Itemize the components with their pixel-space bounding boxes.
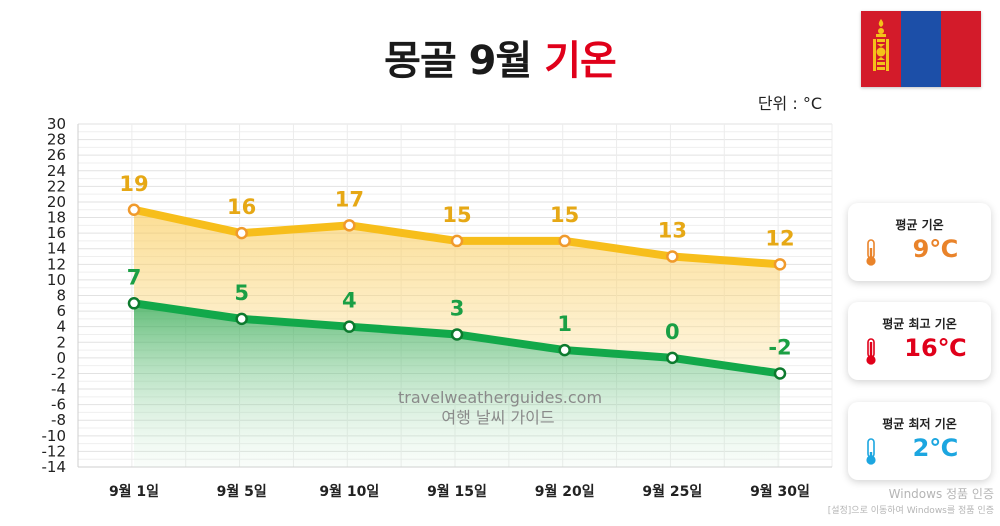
avg-temp-label: 평균 기온 — [895, 218, 944, 232]
low-data-label: 3 — [450, 296, 465, 320]
low-point — [343, 320, 356, 333]
low-data-label: -2 — [768, 335, 791, 359]
y-tick-label: 26 — [47, 146, 66, 164]
y-tick-label: 6 — [56, 302, 66, 320]
low-point — [127, 297, 141, 310]
low-point — [773, 367, 787, 380]
y-tick-label: -6 — [51, 396, 66, 414]
low-point — [558, 343, 571, 357]
low-data-label: 0 — [665, 320, 680, 344]
high-data-label: 13 — [658, 219, 687, 243]
avg-low-card: 평균 최저 기온 2℃ — [848, 402, 991, 480]
avg-temp-card: 평균 기온 9℃ — [848, 203, 991, 281]
y-tick-label: 0 — [56, 349, 66, 367]
windows-notice-title: Windows 정품 인증 — [888, 487, 994, 501]
thermometer-high-icon — [864, 338, 878, 370]
high-data-label: 12 — [765, 226, 794, 250]
high-data-label: 19 — [119, 172, 148, 196]
y-tick-label: -12 — [42, 442, 67, 460]
high-data-label: 16 — [227, 195, 256, 219]
low-data-label: 5 — [234, 281, 249, 305]
y-tick-label: 12 — [47, 255, 66, 273]
y-tick-label: -2 — [51, 364, 66, 382]
low-point — [666, 351, 679, 365]
y-tick-label: 28 — [47, 131, 66, 149]
watermark: travelweatherguides.com 여행 날씨 가이드 — [398, 388, 603, 428]
thermometer-mid-icon — [864, 239, 878, 271]
x-tick-label: 9월 30일 — [750, 483, 810, 500]
high-point — [773, 258, 787, 271]
x-tick-label: 9월 5일 — [217, 483, 267, 500]
low-area — [134, 303, 780, 467]
watermark-url: travelweatherguides.com — [398, 388, 603, 407]
low-data-label: 7 — [127, 265, 142, 289]
title-accent: 기온 — [544, 38, 617, 84]
y-tick-label: 2 — [56, 333, 66, 351]
thermometer-low-icon — [864, 438, 878, 470]
y-tick-label: 18 — [47, 209, 66, 227]
low-data-label: 4 — [342, 289, 357, 313]
title-main: 몽골 9월 — [384, 38, 532, 84]
avg-temp-value: 9℃ — [912, 235, 959, 263]
y-tick-label: 30 — [47, 115, 66, 133]
x-tick-label: 9월 10일 — [319, 483, 379, 500]
windows-activation-notice: Windows 정품 인증 [설정]으로 이동하여 Windows를 정품 인증 — [828, 486, 994, 520]
y-tick-label: 8 — [56, 287, 66, 305]
y-tick-label: 20 — [47, 193, 66, 211]
x-tick-label: 9월 15일 — [427, 483, 487, 500]
y-tick-label: 4 — [56, 318, 66, 336]
mongolia-flag-icon — [861, 11, 981, 87]
y-tick-label: 10 — [47, 271, 66, 289]
soyombo-icon — [873, 19, 889, 71]
y-tick-label: 22 — [47, 177, 66, 195]
high-point — [235, 226, 248, 240]
avg-high-value: 16℃ — [904, 334, 967, 362]
low-point — [235, 312, 248, 326]
high-data-label: 15 — [442, 203, 471, 227]
watermark-subtitle: 여행 날씨 가이드 — [441, 408, 555, 427]
high-point — [666, 250, 679, 263]
y-tick-label: 14 — [47, 240, 66, 258]
avg-low-label: 평균 최저 기온 — [882, 417, 957, 431]
low-point — [450, 328, 464, 341]
x-tick-label: 9월 20일 — [535, 483, 595, 500]
avg-high-card: 평균 최고 기온 16℃ — [848, 302, 991, 380]
high-point — [343, 219, 356, 232]
x-tick-label: 9월 1일 — [109, 483, 159, 500]
y-tick-label: -4 — [51, 380, 66, 398]
y-tick-label: 24 — [47, 162, 66, 180]
chart-title: 몽골 9월 기온 — [0, 28, 1000, 86]
avg-high-label: 평균 최고 기온 — [882, 317, 957, 331]
y-tick-label: -8 — [51, 411, 66, 429]
x-tick-label: 9월 25일 — [642, 483, 702, 500]
y-tick-label: -10 — [42, 427, 67, 445]
high-point — [558, 234, 571, 248]
high-point — [127, 203, 141, 216]
high-point — [450, 234, 464, 248]
avg-low-value: 2℃ — [912, 434, 959, 462]
low-data-label: 1 — [557, 312, 572, 336]
y-tick-label: 16 — [47, 224, 66, 242]
unit-label: 단위 : °C — [757, 94, 822, 113]
high-data-label: 15 — [550, 203, 579, 227]
windows-notice-detail: [설정]으로 이동하여 Windows를 정품 인증 — [827, 506, 994, 516]
high-data-label: 17 — [335, 187, 364, 211]
y-tick-label: -14 — [42, 458, 67, 476]
